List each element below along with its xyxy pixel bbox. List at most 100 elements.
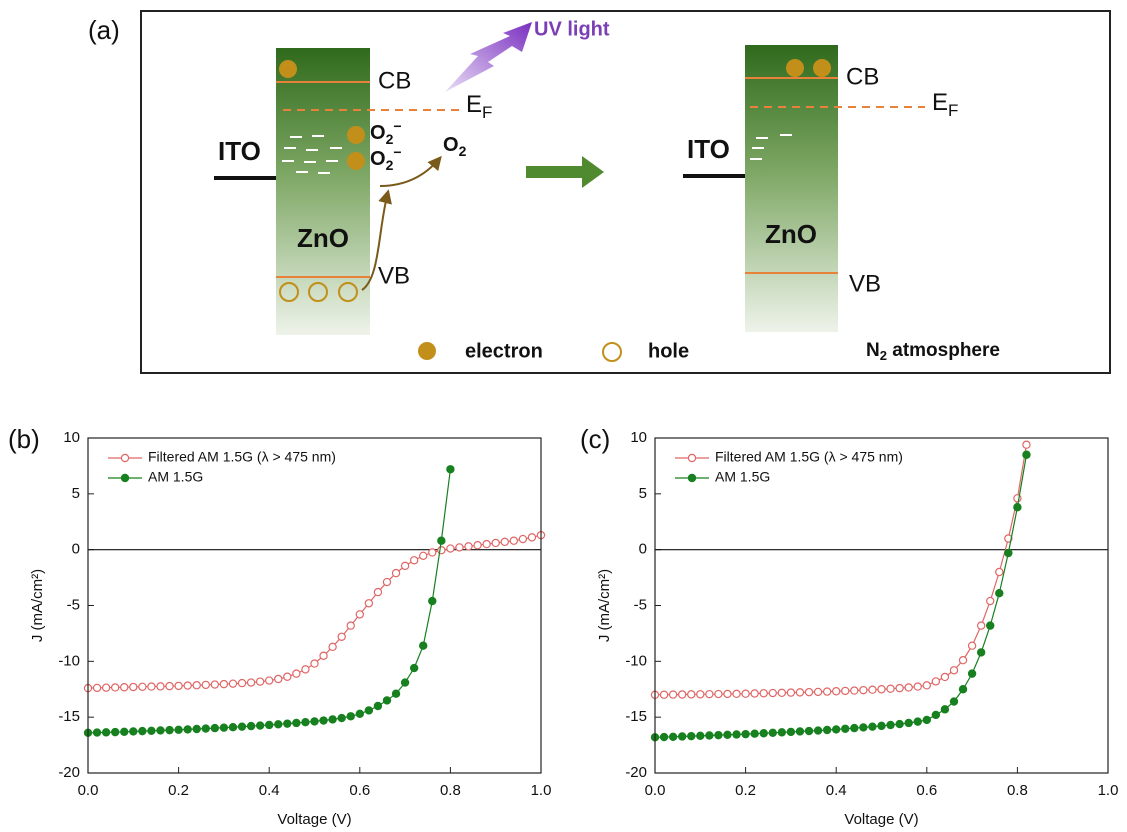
data-point bbox=[103, 684, 110, 691]
species-sup: − bbox=[393, 118, 401, 134]
data-point bbox=[887, 685, 894, 692]
legend-label: Filtered AM 1.5G (λ > 475 nm) bbox=[148, 449, 336, 465]
data-point bbox=[941, 706, 948, 713]
atmosphere-sub: 2 bbox=[880, 348, 887, 363]
x-tick-label: 1.0 bbox=[1098, 782, 1119, 799]
legend-hole bbox=[603, 343, 621, 361]
data-point bbox=[996, 568, 1003, 575]
legend-label: Filtered AM 1.5G (λ > 475 nm) bbox=[715, 449, 903, 465]
data-point bbox=[456, 544, 463, 551]
data-point bbox=[202, 725, 209, 732]
data-point bbox=[905, 684, 912, 691]
atmosphere-rest: atmosphere bbox=[887, 340, 1000, 361]
data-point bbox=[969, 670, 976, 677]
data-point bbox=[329, 643, 336, 650]
data-point bbox=[311, 718, 318, 725]
data-point bbox=[706, 691, 713, 698]
data-point bbox=[438, 537, 445, 544]
data-point bbox=[932, 678, 939, 685]
data-point bbox=[824, 726, 831, 733]
data-point bbox=[420, 552, 427, 559]
data-point bbox=[293, 719, 300, 726]
data-point bbox=[302, 666, 309, 673]
chart: (b)-20-15-10-505100.00.20.40.60.81.0Volt… bbox=[8, 424, 551, 828]
data-point bbox=[402, 679, 409, 686]
chart: (c)-20-15-10-505100.00.20.40.60.81.0Volt… bbox=[580, 424, 1118, 828]
zno-label: ZnO bbox=[297, 223, 349, 253]
species: O2 bbox=[443, 134, 467, 158]
figure: (a) UV light CB EF VB ITO ZnO O2− O2− O2 bbox=[0, 0, 1127, 832]
electron bbox=[347, 152, 365, 170]
fermi-sub: F bbox=[482, 103, 492, 122]
data-point bbox=[402, 562, 409, 569]
data-point bbox=[229, 680, 236, 687]
data-point bbox=[383, 697, 390, 704]
data-point bbox=[724, 731, 731, 738]
x-tick-label: 0.6 bbox=[916, 782, 937, 799]
data-point bbox=[356, 710, 363, 717]
atmosphere-base: N bbox=[866, 340, 880, 361]
data-point bbox=[193, 682, 200, 689]
electron bbox=[279, 60, 297, 78]
data-point bbox=[796, 728, 803, 735]
data-point bbox=[411, 664, 418, 671]
data-point bbox=[769, 729, 776, 736]
y-tick-label: -20 bbox=[625, 764, 647, 781]
data-point bbox=[229, 724, 236, 731]
data-point bbox=[275, 675, 282, 682]
data-point bbox=[869, 686, 876, 693]
data-point bbox=[447, 466, 454, 473]
data-point bbox=[733, 731, 740, 738]
fermi-text: E bbox=[932, 89, 948, 116]
data-point bbox=[878, 686, 885, 693]
data-point bbox=[905, 719, 912, 726]
data-point bbox=[751, 690, 758, 697]
data-point bbox=[121, 684, 128, 691]
data-point bbox=[510, 537, 517, 544]
data-point bbox=[814, 727, 821, 734]
data-point bbox=[670, 691, 677, 698]
data-point bbox=[320, 717, 327, 724]
data-point bbox=[697, 732, 704, 739]
legend-marker bbox=[121, 474, 128, 481]
x-tick-label: 0.6 bbox=[349, 782, 370, 799]
data-point bbox=[175, 682, 182, 689]
x-tick-label: 0.8 bbox=[440, 782, 461, 799]
data-point bbox=[211, 725, 218, 732]
data-point bbox=[724, 690, 731, 697]
data-point bbox=[148, 727, 155, 734]
species-sub: 2 bbox=[386, 157, 394, 173]
data-point bbox=[959, 657, 966, 664]
data-point bbox=[474, 542, 481, 549]
data-point bbox=[247, 679, 254, 686]
data-point bbox=[501, 538, 508, 545]
data-point bbox=[1023, 451, 1030, 458]
legend-label: AM 1.5G bbox=[148, 469, 203, 485]
data-point bbox=[969, 642, 976, 649]
data-point bbox=[805, 727, 812, 734]
data-point bbox=[284, 673, 291, 680]
data-point bbox=[184, 682, 191, 689]
data-point bbox=[383, 578, 390, 585]
uv-label: UV light bbox=[534, 18, 610, 40]
data-point bbox=[706, 732, 713, 739]
data-point bbox=[769, 689, 776, 696]
data-point bbox=[139, 683, 146, 690]
data-point bbox=[688, 691, 695, 698]
data-point bbox=[347, 713, 354, 720]
data-point bbox=[869, 723, 876, 730]
data-point bbox=[519, 535, 526, 542]
data-point bbox=[914, 718, 921, 725]
panel-label: (a) bbox=[88, 15, 120, 45]
data-point bbox=[805, 689, 812, 696]
x-tick-label: 0.2 bbox=[735, 782, 756, 799]
data-point bbox=[93, 729, 100, 736]
y-tick-label: -10 bbox=[58, 652, 80, 669]
data-point bbox=[932, 711, 939, 718]
species: O2− bbox=[370, 118, 402, 147]
data-point bbox=[923, 682, 930, 689]
data-point bbox=[184, 726, 191, 733]
data-point bbox=[429, 597, 436, 604]
data-point bbox=[824, 688, 831, 695]
data-point bbox=[679, 733, 686, 740]
